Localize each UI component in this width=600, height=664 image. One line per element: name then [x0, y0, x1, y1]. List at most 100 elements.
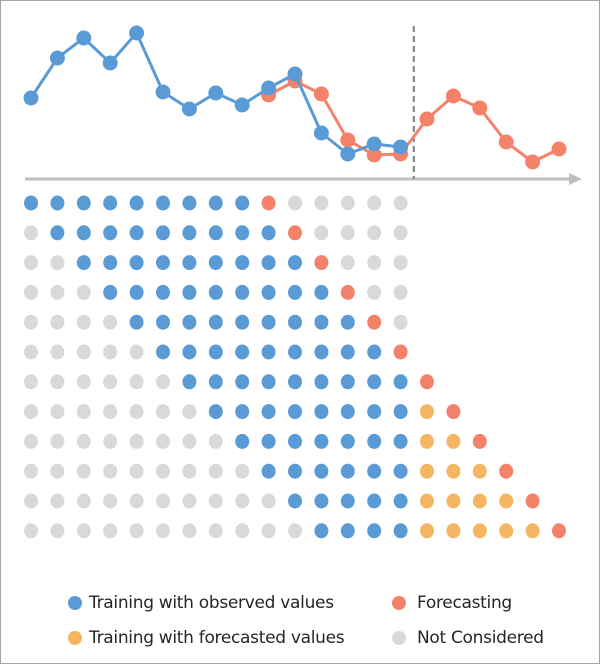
grid-dot-not_considered [76, 523, 91, 539]
grid-dot-not_considered [24, 284, 38, 300]
grid-dot-not_considered [50, 344, 65, 360]
grid-dot-not_considered [393, 195, 408, 211]
grid-dot-observed [261, 225, 276, 241]
forecast-data-point [340, 132, 356, 148]
grid-dot-not_considered [24, 374, 38, 390]
grid-dot-not_considered [50, 523, 65, 539]
grid-dot-not_considered [103, 374, 118, 390]
grid-dot-observed [367, 433, 382, 449]
grid-dot-observed [288, 463, 302, 479]
grid-dot-observed [261, 374, 276, 390]
legend-observed: Training with observed values [68, 593, 334, 613]
grid-dot-not_considered [103, 463, 118, 479]
grid-dot-observed [340, 374, 355, 390]
observed-data-point [208, 85, 224, 101]
grid-dot-observed [261, 433, 276, 449]
grid-dot-not_considered [24, 344, 38, 360]
grid-dot-forecast [314, 255, 329, 271]
grid-dot-forecast [340, 284, 355, 300]
grid-dot-observed [129, 195, 144, 211]
grid-dot-forecast [446, 404, 461, 420]
forecast-data-point [551, 141, 567, 157]
grid-dot-not_considered [314, 225, 329, 241]
grid-dot-observed [314, 374, 329, 390]
grid-dot-observed [288, 344, 302, 360]
grid-dot-observed [314, 463, 329, 479]
grid-dot-not_considered [182, 463, 197, 479]
grid-dot-not_considered [50, 463, 65, 479]
grid-dot-observed [76, 195, 91, 211]
legend-forecasted-training: Training with forecasted values [68, 628, 345, 648]
grid-dot-not_considered [393, 314, 408, 330]
grid-dot-forecast [499, 463, 514, 479]
grid-dot-not_considered [340, 225, 355, 241]
grid-dot-observed [288, 255, 302, 271]
grid-dot-observed [129, 255, 144, 271]
grid-dot-observed [393, 404, 408, 420]
grid-dot-not_considered [76, 404, 91, 420]
grid-dot-observed [208, 255, 223, 271]
grid-dot-not_considered [24, 225, 38, 241]
observed-data-point [155, 84, 171, 100]
grid-dot-observed [340, 344, 355, 360]
legend-observed-label: Training with observed values [89, 593, 334, 613]
grid-dot-observed [208, 344, 223, 360]
axis-arrow-icon [569, 173, 582, 185]
legend-not-considered-label: Not Considered [417, 628, 544, 648]
grid-dot-observed [76, 255, 91, 271]
grid-dot-observed [261, 314, 276, 330]
grid-dot-observed [288, 374, 302, 390]
forecast-data-point [498, 134, 514, 150]
grid-dot-not_considered [50, 493, 65, 509]
grid-dot-forecasted_training [420, 493, 434, 509]
grid-dot-not_considered [129, 433, 144, 449]
grid-dot-not_considered [24, 433, 38, 449]
observed-data-point [393, 139, 409, 155]
legend-forecast-label: Forecasting [417, 593, 512, 613]
grid-dot-observed [367, 404, 382, 420]
grid-dot-observed [182, 255, 197, 271]
grid-dot-observed [340, 463, 355, 479]
forecast-data-point [525, 154, 541, 170]
observed-data-point [102, 55, 118, 71]
grid-dot-not_considered [288, 195, 302, 211]
grid-dot-observed [156, 314, 170, 330]
grid-dot-observed [24, 195, 38, 211]
grid-dot-forecasted_training [472, 493, 487, 509]
grid-dot-observed [103, 255, 118, 271]
observed-data-point [366, 136, 382, 152]
grid-dot-observed [235, 314, 250, 330]
grid-dot-observed [340, 314, 355, 330]
grid-dot-observed [235, 225, 250, 241]
grid-dot-forecast [367, 314, 382, 330]
forecasted-training-dot-icon [68, 631, 82, 645]
grid-dot-observed [156, 225, 170, 241]
grid-dot-observed [367, 493, 382, 509]
grid-dot-not_considered [367, 255, 382, 271]
grid-dot-observed [235, 404, 250, 420]
observed-data-point [340, 146, 356, 162]
grid-dot-observed [182, 284, 197, 300]
grid-dot-observed [367, 344, 382, 360]
grid-dot-observed [103, 284, 118, 300]
grid-dot-observed [393, 523, 408, 539]
grid-dot-forecasted_training [446, 433, 461, 449]
grid-dot-observed [156, 344, 170, 360]
grid-dot-forecasted_training [420, 463, 434, 479]
grid-dot-observed [393, 374, 408, 390]
grid-dot-not_considered [156, 433, 170, 449]
grid-dot-observed [182, 344, 197, 360]
grid-dot-observed [235, 374, 250, 390]
legend-forecasted-training-label: Training with forecasted values [89, 628, 345, 648]
grid-dot-observed [235, 433, 250, 449]
grid-dot-forecasted_training [499, 523, 514, 539]
observed-data-point [234, 97, 250, 113]
grid-dot-not_considered [288, 523, 302, 539]
grid-dot-not_considered [208, 523, 223, 539]
grid-dot-not_considered [235, 463, 250, 479]
grid-dot-observed [156, 284, 170, 300]
grid-dot-not_considered [76, 284, 91, 300]
grid-dot-observed [261, 344, 276, 360]
grid-dot-not_considered [367, 284, 382, 300]
